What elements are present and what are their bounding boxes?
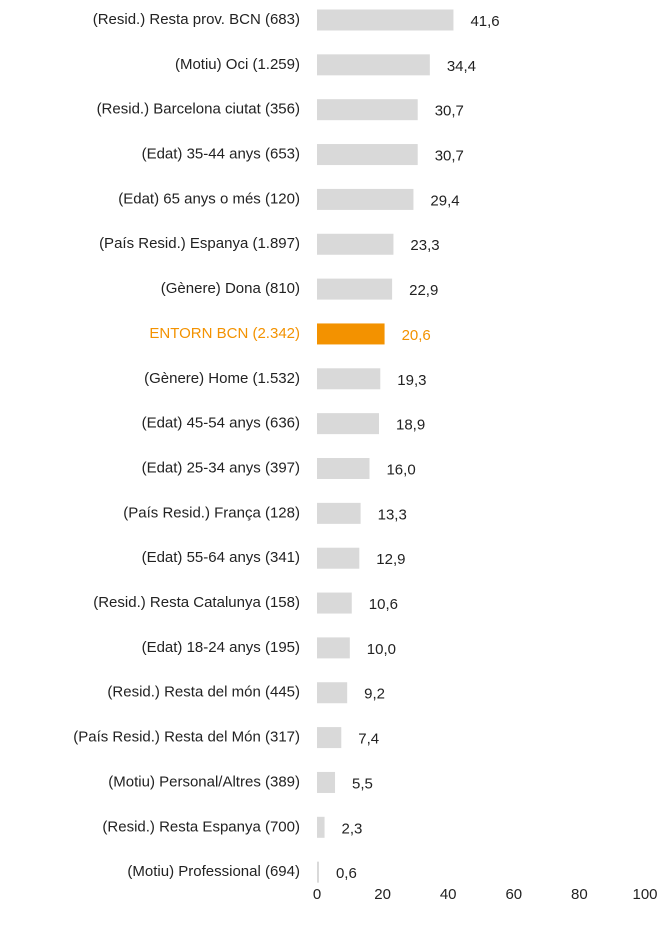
y-tick-label: (Edat) 35-44 anys (653) bbox=[142, 146, 300, 163]
y-tick-label: (Resid.) Resta Catalunya (158) bbox=[93, 594, 300, 611]
x-tick-label: 40 bbox=[440, 886, 457, 903]
y-tick-label: (Edat) 25-34 anys (397) bbox=[142, 459, 300, 476]
value-label: 34,4 bbox=[447, 58, 476, 75]
y-tick-label: (Resid.) Barcelona ciutat (356) bbox=[97, 101, 300, 118]
bar bbox=[317, 771, 336, 793]
y-tick-label: ENTORN BCN (2.342) bbox=[149, 325, 300, 342]
y-tick-label: (Motiu) Professional (694) bbox=[127, 863, 300, 880]
y-tick-label: (Gènere) Home (1.532) bbox=[144, 370, 300, 387]
bar bbox=[317, 54, 430, 76]
value-label: 5,5 bbox=[352, 775, 373, 792]
bar bbox=[317, 547, 360, 569]
y-tick-label: (País Resid.) França (128) bbox=[123, 504, 300, 521]
x-tick-label: 20 bbox=[374, 886, 391, 903]
bar bbox=[317, 727, 342, 749]
bar bbox=[317, 278, 393, 300]
y-tick-label: (Resid.) Resta Espanya (700) bbox=[102, 818, 300, 835]
value-label: 13,3 bbox=[378, 506, 407, 523]
y-tick-label: (Edat) 18-24 anys (195) bbox=[142, 639, 300, 656]
value-label: 18,9 bbox=[396, 417, 425, 434]
value-label: 30,7 bbox=[435, 103, 464, 120]
bar bbox=[317, 458, 370, 479]
y-tick-label: (Edat) 55-64 anys (341) bbox=[142, 549, 300, 566]
x-tick-label: 100 bbox=[632, 886, 657, 903]
value-label: 12,9 bbox=[376, 551, 405, 568]
value-label: 10,0 bbox=[367, 641, 396, 658]
value-label: 41,6 bbox=[470, 13, 499, 30]
bar bbox=[317, 861, 319, 883]
bar bbox=[317, 682, 348, 704]
value-label: 20,6 bbox=[402, 327, 431, 344]
bar bbox=[317, 368, 381, 390]
bar bbox=[317, 502, 361, 524]
value-label: 16,0 bbox=[386, 461, 415, 478]
bar bbox=[317, 637, 350, 659]
value-label: 10,6 bbox=[369, 596, 398, 613]
x-tick-label: 80 bbox=[571, 886, 588, 903]
value-label: 23,3 bbox=[410, 237, 439, 254]
y-tick-label: (Gènere) Dona (810) bbox=[161, 280, 300, 297]
bar bbox=[317, 323, 385, 345]
bar bbox=[317, 9, 454, 31]
bar bbox=[317, 188, 414, 210]
bar bbox=[317, 144, 418, 166]
y-tick-label: (Motiu) Personal/Altres (389) bbox=[108, 773, 300, 790]
value-label: 22,9 bbox=[409, 282, 438, 299]
value-label: 30,7 bbox=[435, 148, 464, 165]
bar bbox=[317, 233, 394, 255]
value-label: 9,2 bbox=[364, 686, 385, 703]
value-label: 2,3 bbox=[342, 820, 363, 837]
x-tick-label: 60 bbox=[505, 886, 522, 903]
y-tick-label: (Edat) 45-54 anys (636) bbox=[142, 415, 300, 432]
y-tick-label: (País Resid.) Espanya (1.897) bbox=[99, 235, 300, 252]
y-tick-label: (Motiu) Oci (1.259) bbox=[175, 56, 300, 73]
value-label: 0,6 bbox=[336, 865, 357, 882]
value-label: 19,3 bbox=[397, 372, 426, 389]
value-label: 29,4 bbox=[430, 192, 459, 209]
y-tick-label: (Edat) 65 anys o més (120) bbox=[118, 190, 300, 207]
y-tick-label: (Resid.) Resta prov. BCN (683) bbox=[93, 11, 300, 28]
bar bbox=[317, 816, 325, 838]
bar bbox=[317, 413, 379, 435]
bar bbox=[317, 592, 352, 614]
value-label: 7,4 bbox=[358, 731, 379, 748]
x-tick-label: 0 bbox=[313, 886, 321, 903]
bar bbox=[317, 99, 418, 121]
y-tick-label: (País Resid.) Resta del Món (317) bbox=[73, 729, 300, 746]
y-tick-label: (Resid.) Resta del món (445) bbox=[107, 684, 300, 701]
